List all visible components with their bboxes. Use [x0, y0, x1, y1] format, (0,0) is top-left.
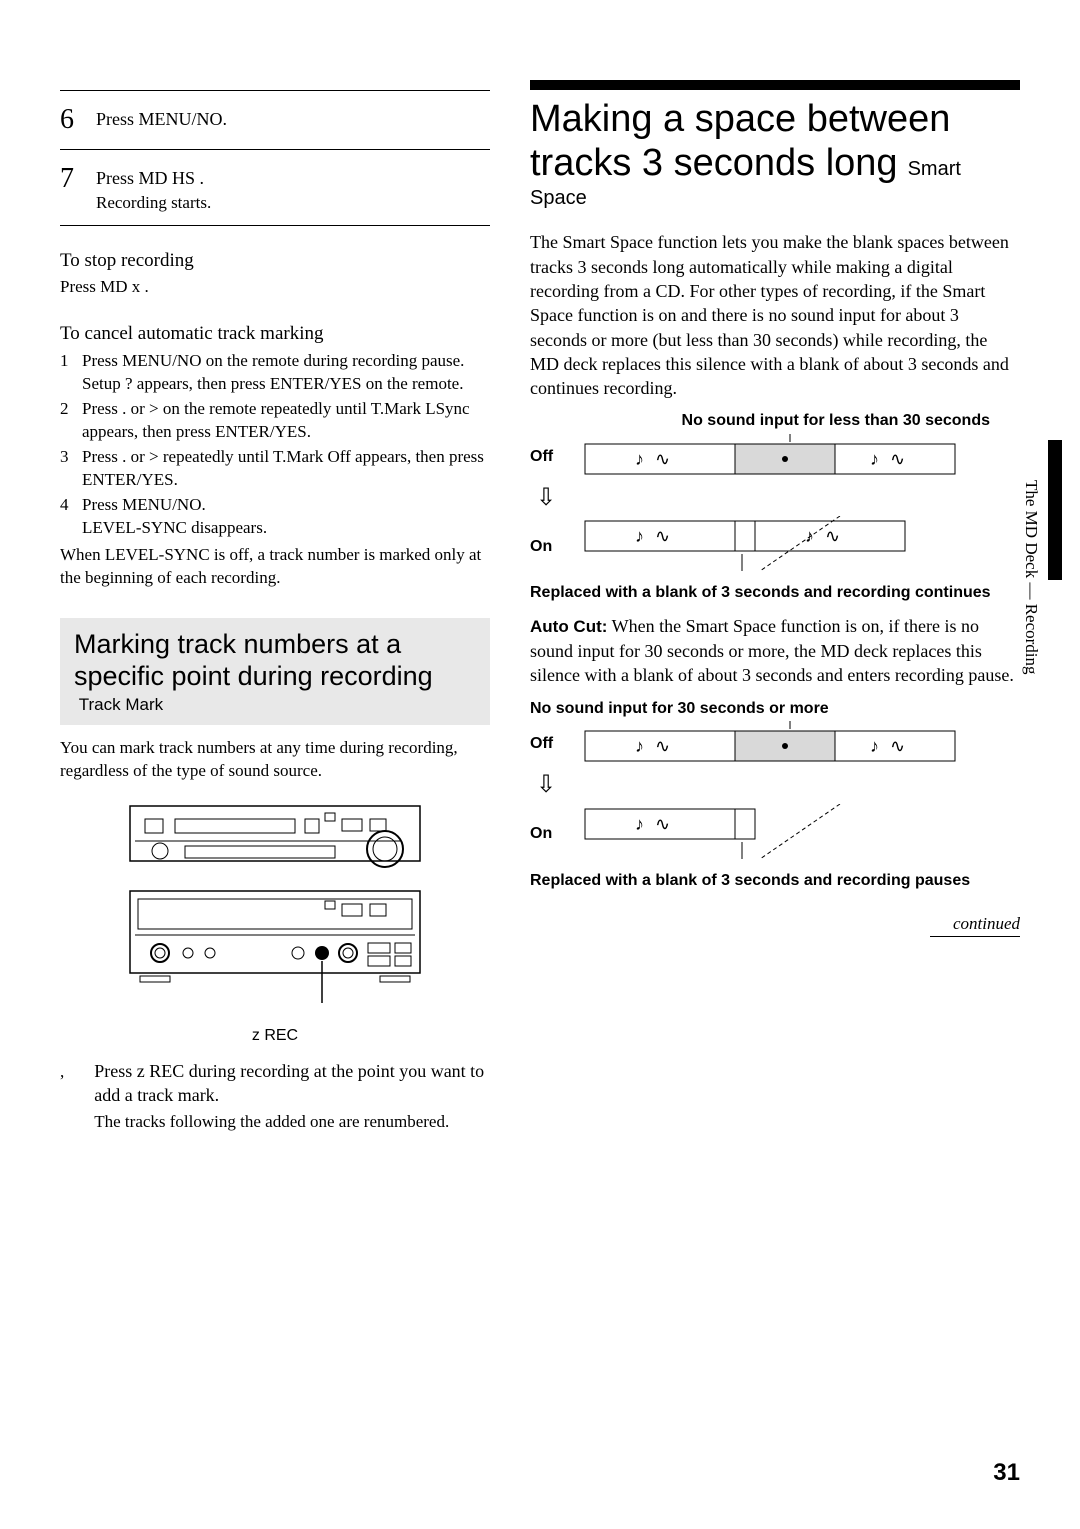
svg-text:♪: ♪: [635, 449, 644, 469]
step-text: Press MENU/NO.: [96, 101, 490, 131]
svg-text:♪: ♪: [635, 736, 644, 756]
arrow-step: , Press z REC during recording at the po…: [60, 1059, 490, 1135]
page-number: 31: [993, 1457, 1020, 1489]
cancel-heading: To cancel automatic track marking: [60, 321, 490, 347]
diag2-off-row: Off ♪ ∿ ♪ ∿: [530, 721, 1020, 767]
main-title-text: Making a space between tracks 3 seconds …: [530, 98, 950, 184]
gray-section: Marking track numbers at a specific poin…: [60, 618, 490, 726]
step-7-sub: Recording starts.: [96, 192, 490, 215]
svg-text:∿: ∿: [655, 526, 670, 546]
step-text: Press MD HS . Recording starts.: [96, 160, 490, 215]
diag2-on-row: On ♪ ∿: [530, 804, 1020, 864]
autocut-para: Auto Cut: When the Smart Space function …: [530, 614, 1020, 688]
stop-heading: To stop recording: [60, 248, 490, 274]
step-7: 7 Press MD HS . Recording starts.: [60, 160, 490, 215]
side-tab: The MD Deck — Recording: [1019, 480, 1042, 675]
device-svg: [110, 801, 440, 1021]
down-arrow-icon: ⇩: [536, 769, 1020, 801]
main-title: Making a space between tracks 3 seconds …: [530, 98, 1020, 212]
list-item: 3Press . or > repeatedly until T.Mark Of…: [60, 446, 490, 492]
step-7-text: Press MD HS .: [96, 168, 204, 188]
down-arrow-icon: ⇩: [536, 482, 1020, 514]
diag2-off-svg: ♪ ∿ ♪ ∿: [580, 721, 960, 767]
step-6: 6 Press MENU/NO.: [60, 101, 490, 139]
stop-body: Press MD x .: [60, 276, 490, 299]
svg-text:♪: ♪: [635, 814, 644, 834]
side-mark: [1048, 440, 1062, 580]
list-item: 1Press MENU/NO on the remote during reco…: [60, 350, 490, 396]
device-label: z REC: [60, 1025, 490, 1047]
svg-text:∿: ∿: [655, 814, 670, 834]
cancel-footer: When LEVEL-SYNC is off, a track number i…: [60, 544, 490, 590]
gray-intro: You can mark track numbers at any time d…: [60, 737, 490, 783]
svg-text:∿: ∿: [825, 526, 840, 546]
svg-text:♪: ♪: [635, 526, 644, 546]
diag1-top-caption: No sound input for less than 30 seconds: [530, 410, 1020, 432]
diag2-bot-caption: Replaced with a blank of 3 seconds and r…: [530, 870, 1020, 892]
diag1-bot-caption: Replaced with a blank of 3 seconds and r…: [530, 582, 1020, 604]
svg-text:∿: ∿: [655, 736, 670, 756]
off-label: Off: [530, 733, 566, 755]
list-item: 2Press . or > on the remote repeatedly u…: [60, 398, 490, 444]
step-number: 6: [60, 101, 84, 139]
diag2-on-svg: ♪ ∿: [580, 804, 960, 864]
gray-subtitle: Track Mark: [74, 695, 163, 714]
comma-mark: ,: [60, 1059, 64, 1135]
arrow-note: The tracks following the added one are r…: [94, 1111, 490, 1134]
svg-text:♪: ♪: [870, 449, 879, 469]
cancel-steps: 1Press MENU/NO on the remote during reco…: [60, 350, 490, 540]
device-illustration: z REC: [60, 801, 490, 1047]
on-label: On: [530, 536, 566, 558]
svg-text:∿: ∿: [655, 449, 670, 469]
off-label: Off: [530, 446, 566, 468]
left-column: 6 Press MENU/NO. 7 Press MD HS . Recordi…: [60, 80, 490, 1134]
arrow-text: Press z REC during recording at the poin…: [94, 1059, 490, 1108]
svg-text:♪: ♪: [805, 526, 814, 546]
step-number: 7: [60, 160, 84, 198]
top-bar: [530, 80, 1020, 90]
right-column: Making a space between tracks 3 seconds …: [530, 80, 1020, 1134]
gray-title: Marking track numbers at a specific poin…: [74, 629, 433, 691]
diag1-off-svg: ♪ ∿ ♪ ∿: [580, 434, 960, 480]
smart-space-para: The Smart Space function lets you make t…: [530, 230, 1020, 400]
svg-text:∿: ∿: [890, 449, 905, 469]
diag1-off-row: Off ♪ ∿ ♪ ∿: [530, 434, 1020, 480]
diag2-top-caption: No sound input for 30 seconds or more: [530, 698, 1020, 720]
svg-text:∿: ∿: [890, 736, 905, 756]
on-label: On: [530, 823, 566, 845]
list-item: 4Press MENU/NO. LEVEL-SYNC disappears.: [60, 494, 490, 540]
diag1-on-row: On ♪ ∿ ♪ ∿: [530, 516, 1020, 576]
diag1-on-svg: ♪ ∿ ♪ ∿: [580, 516, 960, 576]
continued-label: continued: [930, 913, 1020, 937]
svg-text:♪: ♪: [870, 736, 879, 756]
autocut-bold: Auto Cut:: [530, 617, 607, 636]
